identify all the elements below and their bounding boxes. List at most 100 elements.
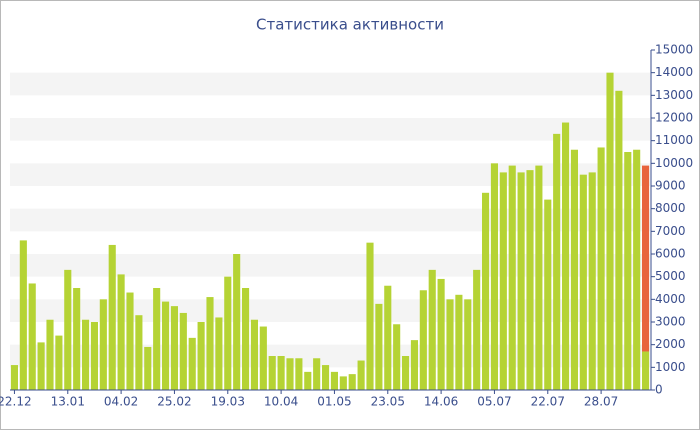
bar (375, 303, 383, 390)
x-tick-label: 14.06 (424, 395, 458, 409)
bar (419, 290, 427, 390)
bar (126, 292, 134, 390)
y-tick-label: 6000 (655, 247, 686, 261)
y-tick-label: 15000 (655, 43, 693, 57)
grid-band (10, 208, 650, 232)
x-tick-label: 22.12 (0, 395, 32, 409)
y-tick-label: 13000 (655, 88, 693, 102)
bar (90, 322, 98, 390)
bar (517, 172, 525, 390)
chart-title: Статистика активности (256, 16, 444, 34)
bar (153, 288, 161, 390)
bar (304, 371, 312, 390)
x-tick-label: 23.05 (371, 395, 405, 409)
bar (37, 342, 45, 390)
bar (570, 149, 578, 390)
bar (268, 356, 276, 390)
bar (597, 147, 605, 390)
bar (348, 374, 356, 390)
y-tick-label: 7000 (655, 224, 686, 238)
bar (490, 163, 498, 390)
bar (606, 72, 614, 391)
bar (206, 297, 214, 390)
bar (455, 294, 463, 390)
x-tick-label: 04.02 (104, 395, 138, 409)
bar (108, 244, 116, 390)
grid-band (10, 163, 650, 186)
bar (10, 365, 18, 390)
bar (19, 240, 27, 390)
x-tick-label: 10.04 (264, 395, 298, 409)
bar (46, 319, 54, 390)
bar (393, 324, 401, 390)
y-tick-label: 3000 (655, 315, 686, 329)
bar (615, 90, 623, 391)
bar (473, 269, 481, 390)
bar (99, 299, 107, 390)
y-tick-label: 2000 (655, 337, 686, 351)
x-tick-label: 13.01 (51, 395, 85, 409)
bar (28, 283, 36, 390)
bar (428, 269, 436, 390)
y-tick-label: 11000 (655, 133, 693, 147)
bar (384, 285, 392, 390)
bar (242, 288, 250, 390)
bar (366, 242, 374, 390)
bar (215, 317, 223, 390)
bar (117, 274, 125, 390)
grid-band (10, 344, 650, 368)
bar (464, 299, 472, 390)
y-tick-label: 4000 (655, 292, 686, 306)
x-tick-label: 01.05 (317, 395, 351, 409)
x-tick-label: 22.07 (531, 395, 565, 409)
bar (526, 170, 534, 390)
bar (313, 358, 321, 390)
bar (233, 254, 241, 390)
x-tick-label: 28.07 (584, 395, 618, 409)
bar (197, 322, 205, 390)
y-tick-label: 8000 (655, 201, 686, 215)
bar (135, 315, 143, 390)
y-tick-label: 9000 (655, 179, 686, 193)
x-tick-label: 05.07 (477, 395, 511, 409)
bar (553, 133, 561, 390)
bar (295, 358, 303, 390)
bar (179, 312, 187, 390)
bar (437, 278, 445, 390)
bar (250, 319, 258, 390)
bar (330, 371, 338, 390)
bar (170, 306, 178, 390)
bar (642, 165, 650, 352)
bar (579, 174, 587, 390)
bar (322, 365, 330, 390)
y-tick-label: 0 (655, 383, 663, 397)
bar (402, 356, 410, 390)
y-tick-label: 14000 (655, 65, 693, 79)
grid-band (10, 299, 650, 322)
bar (624, 152, 632, 390)
bar (162, 301, 170, 390)
bar (286, 358, 294, 390)
bar (588, 172, 596, 390)
bar (188, 337, 196, 390)
y-tick-label: 12000 (655, 111, 693, 125)
bar (508, 165, 516, 390)
grid-band (10, 118, 650, 141)
bar (499, 172, 507, 390)
bar (55, 335, 63, 390)
y-tick-label: 1000 (655, 360, 686, 374)
bar (535, 165, 543, 390)
bar (642, 351, 650, 390)
grid-band (10, 254, 650, 277)
bar (82, 319, 90, 390)
bar (633, 149, 641, 390)
bar (73, 288, 81, 390)
bar (64, 269, 72, 390)
grid-band (10, 72, 650, 96)
bar (482, 192, 490, 390)
bar (544, 199, 552, 390)
bar (277, 356, 285, 390)
y-tick-label: 10000 (655, 156, 693, 170)
x-tick-label: 19.03 (211, 395, 245, 409)
